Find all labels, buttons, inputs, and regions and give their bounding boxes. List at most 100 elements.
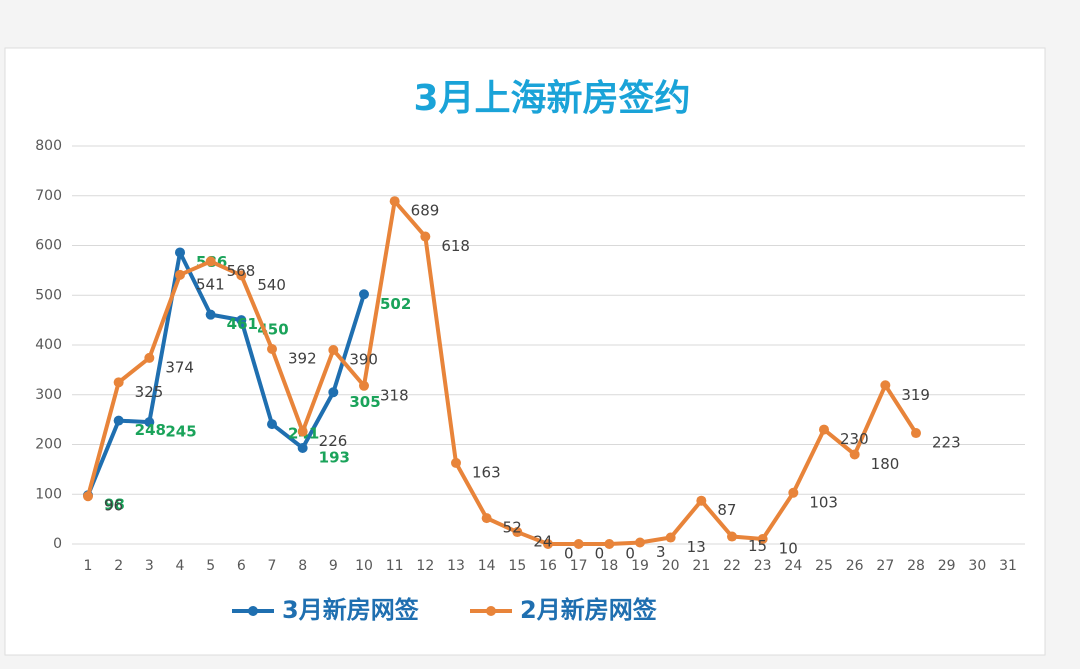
data-point bbox=[144, 417, 155, 428]
data-label: 541 bbox=[196, 275, 225, 293]
data-point bbox=[297, 442, 308, 453]
data-label: 226 bbox=[319, 432, 348, 450]
data-point bbox=[113, 415, 124, 426]
x-tick-label: 23 bbox=[754, 558, 772, 574]
y-tick-label: 600 bbox=[35, 238, 62, 254]
data-point bbox=[175, 269, 185, 280]
legend-marker bbox=[248, 606, 258, 616]
data-point bbox=[205, 256, 216, 267]
data-point bbox=[451, 457, 461, 468]
data-point bbox=[113, 377, 124, 388]
data-label: 392 bbox=[288, 349, 317, 367]
x-tick-label: 9 bbox=[329, 558, 338, 574]
x-tick-label: 2 bbox=[114, 558, 123, 574]
chart-card bbox=[4, 47, 1046, 656]
data-label: 245 bbox=[165, 423, 196, 441]
data-point bbox=[512, 527, 523, 538]
x-tick-label: 12 bbox=[416, 558, 434, 574]
data-point bbox=[236, 270, 247, 281]
x-tick-label: 14 bbox=[478, 558, 496, 574]
data-point bbox=[665, 532, 676, 543]
y-tick-label: 500 bbox=[35, 287, 62, 303]
data-label: 180 bbox=[871, 455, 900, 473]
data-point bbox=[481, 513, 492, 524]
data-point bbox=[144, 352, 155, 363]
x-tick-label: 17 bbox=[570, 558, 588, 574]
data-label: 390 bbox=[349, 350, 378, 368]
y-tick-label: 100 bbox=[35, 486, 62, 502]
data-point bbox=[819, 424, 829, 435]
x-tick-label: 25 bbox=[815, 558, 833, 574]
data-label: 502 bbox=[380, 295, 411, 313]
x-tick-label: 10 bbox=[355, 558, 373, 574]
data-label: 319 bbox=[901, 386, 930, 404]
x-tick-label: 30 bbox=[968, 558, 986, 574]
x-tick-label: 16 bbox=[539, 558, 557, 574]
legend-label: 3月新房网签 bbox=[282, 596, 420, 624]
data-label: 248 bbox=[135, 421, 166, 439]
x-tick-label: 19 bbox=[631, 558, 649, 574]
data-point bbox=[696, 495, 707, 506]
data-label: 318 bbox=[380, 386, 409, 404]
x-tick-label: 28 bbox=[907, 558, 925, 574]
data-label: 10 bbox=[779, 540, 798, 558]
y-tick-label: 700 bbox=[35, 188, 62, 204]
series-line bbox=[86, 199, 918, 546]
data-label: 163 bbox=[472, 463, 501, 481]
data-label: 461 bbox=[227, 315, 258, 333]
data-label: 103 bbox=[809, 493, 838, 511]
data-point bbox=[543, 539, 553, 549]
data-point bbox=[420, 231, 431, 242]
data-label: 305 bbox=[349, 393, 380, 411]
legend-marker bbox=[486, 606, 496, 616]
x-tick-label: 27 bbox=[876, 558, 894, 574]
data-point bbox=[328, 387, 339, 398]
data-label: 230 bbox=[840, 430, 869, 448]
data-label: 96 bbox=[104, 497, 123, 515]
x-tick-label: 8 bbox=[298, 558, 307, 574]
chart-title: 3月上海新房签约 bbox=[413, 78, 690, 119]
data-label: 618 bbox=[441, 237, 470, 255]
x-tick-label: 15 bbox=[508, 558, 526, 574]
data-label: 87 bbox=[717, 501, 736, 519]
data-label: 24 bbox=[533, 533, 552, 551]
data-label: 374 bbox=[165, 358, 194, 376]
data-point bbox=[635, 537, 645, 548]
data-point bbox=[297, 426, 308, 437]
y-tick-label: 0 bbox=[53, 536, 62, 552]
data-point bbox=[604, 539, 615, 549]
data-point bbox=[573, 539, 584, 549]
data-label: 689 bbox=[411, 202, 440, 220]
data-point bbox=[267, 343, 277, 354]
data-point bbox=[328, 344, 339, 355]
data-point bbox=[175, 247, 185, 258]
x-tick-label: 3 bbox=[145, 558, 154, 574]
data-label: 15 bbox=[748, 537, 767, 555]
data-point bbox=[757, 534, 768, 545]
data-label: 568 bbox=[227, 262, 256, 280]
data-label: 325 bbox=[135, 383, 164, 401]
data-point bbox=[911, 428, 921, 439]
data-point bbox=[359, 380, 369, 391]
data-point bbox=[267, 419, 277, 430]
y-tick-label: 300 bbox=[35, 387, 62, 403]
x-tick-label: 22 bbox=[723, 558, 741, 574]
data-label: 193 bbox=[319, 448, 350, 466]
x-tick-label: 7 bbox=[268, 558, 277, 574]
x-tick-label: 20 bbox=[662, 558, 680, 574]
data-point bbox=[849, 449, 860, 460]
data-label: 540 bbox=[257, 276, 286, 294]
data-point bbox=[359, 289, 369, 300]
data-label: 0 bbox=[564, 545, 574, 563]
x-tick-label: 31 bbox=[999, 558, 1017, 574]
y-tick-label: 800 bbox=[35, 138, 62, 154]
data-point bbox=[389, 196, 400, 207]
data-label: 52 bbox=[503, 519, 522, 537]
data-label: 3 bbox=[656, 543, 666, 561]
x-tick-label: 29 bbox=[938, 558, 956, 574]
data-label: 0 bbox=[595, 545, 605, 563]
y-tick-label: 200 bbox=[35, 437, 62, 453]
data-label: 223 bbox=[932, 434, 961, 452]
x-tick-label: 5 bbox=[206, 558, 215, 574]
x-tick-label: 6 bbox=[237, 558, 246, 574]
